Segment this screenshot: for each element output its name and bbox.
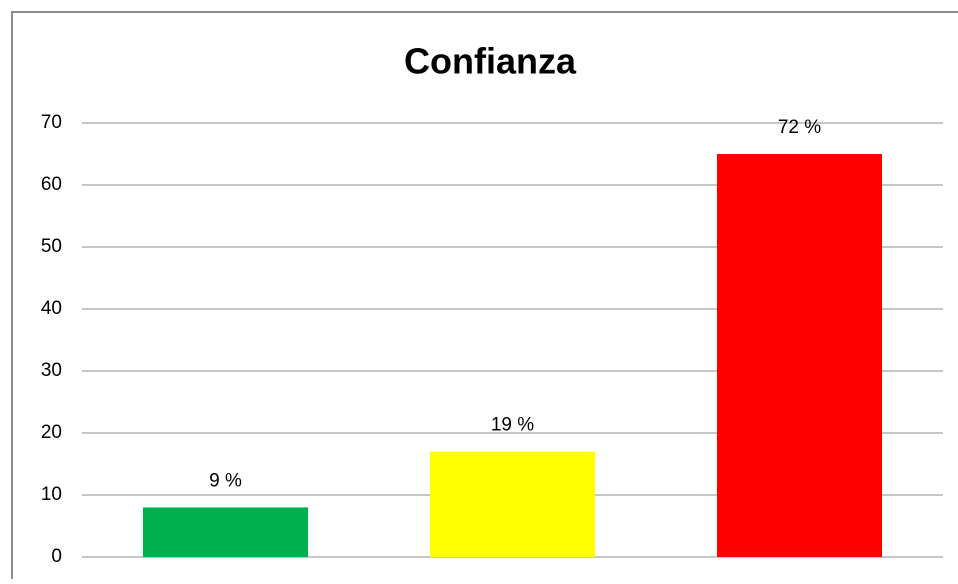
y-tick-label: 20	[41, 422, 62, 443]
bar	[142, 507, 309, 557]
y-tick-label: 0	[51, 546, 62, 567]
y-tick-label: 70	[41, 112, 62, 133]
value-label: 9 %	[209, 470, 242, 491]
y-tick-label: 10	[41, 484, 62, 505]
y-tick-label: 40	[41, 298, 62, 319]
y-tick-label: 30	[41, 360, 62, 381]
chart-title: Confianza	[404, 41, 577, 82]
y-tick-label: 50	[41, 236, 62, 257]
bar	[716, 154, 883, 557]
value-label: 72 %	[778, 117, 821, 138]
value-label: 19 %	[491, 415, 534, 436]
bar	[429, 451, 596, 557]
y-tick-label: 60	[41, 174, 62, 195]
